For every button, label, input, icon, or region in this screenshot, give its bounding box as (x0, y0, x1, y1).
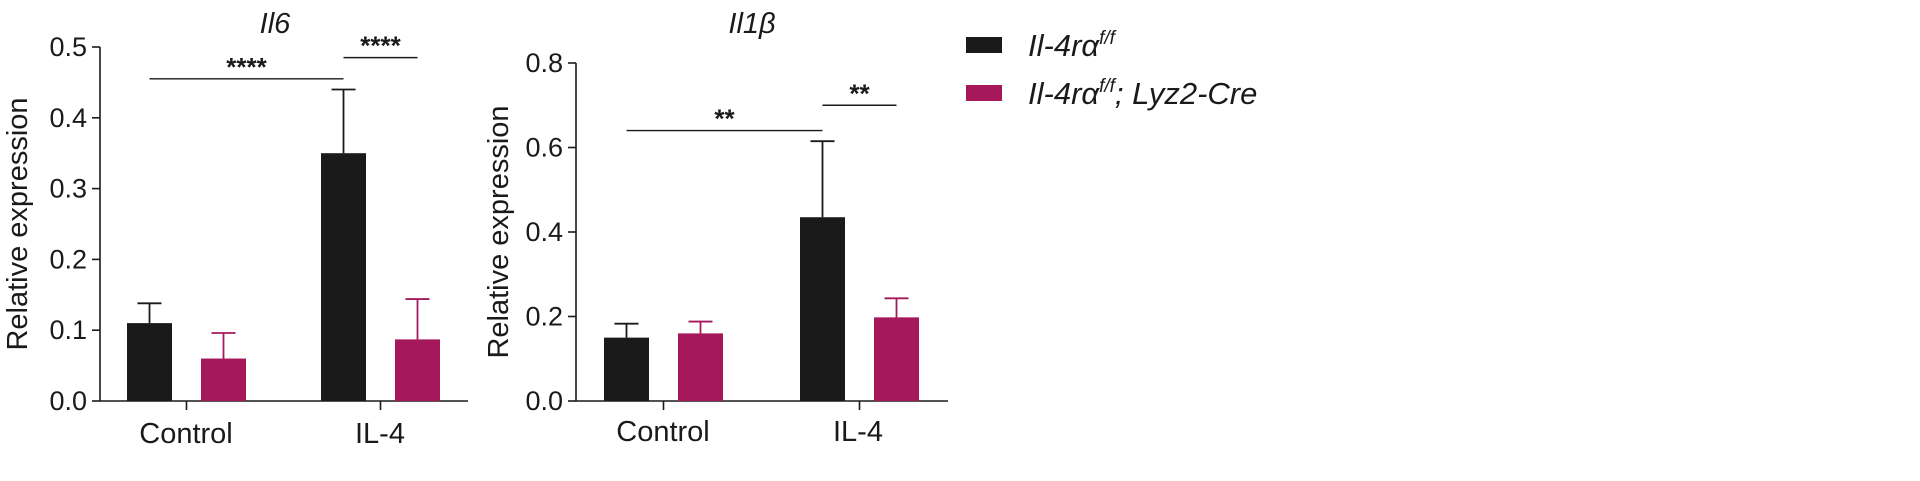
y-tick-label: 0.4 (49, 103, 87, 133)
bar (678, 333, 723, 401)
y-tick-label: 0.3 (49, 174, 87, 204)
bar (321, 153, 366, 401)
y-axis-label: Relative expression (2, 97, 34, 350)
y-tick-label: 0.0 (525, 386, 563, 416)
il6-panel: Il6 Relative expression 0.0 0.1 0.2 0.3 0.4 0.5… (2, 8, 468, 450)
chart-title: Il6 (260, 8, 292, 40)
bar (395, 339, 440, 401)
bar (874, 317, 919, 401)
il1b-panel: Il1β Relative expression 0.0 0.2 0.4 0.6 0.8 Co… (483, 8, 948, 448)
y-tick-label: 0.4 (525, 217, 563, 247)
chart-title: Il1β (728, 8, 775, 40)
legend-label-2: Il-4rαf/f; Lyz2-Cre (1028, 76, 1257, 111)
bar (604, 337, 649, 401)
y-tick-label: 0.6 (525, 133, 563, 163)
significance-label: **** (226, 52, 267, 82)
x-category-label: Control (616, 416, 710, 448)
y-tick-label: 0.0 (49, 386, 87, 416)
y-tick-label: 0.8 (525, 48, 563, 78)
x-category-label: IL-4 (355, 418, 405, 450)
significance-label: **** (360, 31, 401, 61)
significance-label: ** (849, 78, 870, 108)
y-tick-label: 0.2 (49, 244, 87, 274)
x-category-label: IL-4 (833, 416, 883, 448)
y-tick-label: 0.5 (49, 32, 87, 62)
y-tick-label: 0.2 (525, 302, 563, 332)
y-tick-label: 0.1 (49, 315, 87, 345)
y-axis-label: Relative expression (483, 105, 515, 358)
legend: Il-4rαf/f Il-4rαf/f; Lyz2-Cre (966, 28, 1257, 111)
bar (800, 217, 845, 401)
bar (127, 323, 172, 401)
bar (201, 358, 246, 401)
x-category-label: Control (139, 418, 233, 450)
significance-label: ** (714, 104, 735, 134)
legend-swatch-control-genotype (966, 37, 1002, 53)
legend-swatch-knockout-genotype (966, 85, 1002, 101)
legend-label-1: Il-4rαf/f (1028, 28, 1117, 63)
